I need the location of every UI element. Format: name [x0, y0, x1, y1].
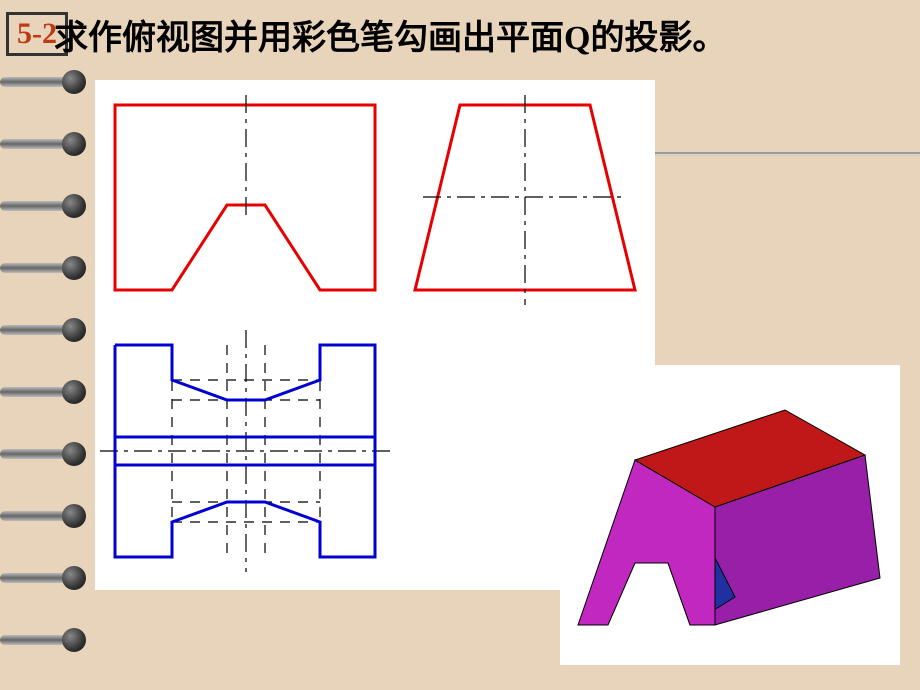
- title-Q: Q: [564, 20, 590, 57]
- problem-title: 求作俯视图并用彩色笔勾画出平面Q的投影。: [54, 10, 726, 59]
- problem-number: 5-2: [17, 17, 57, 50]
- isometric-panel: [560, 365, 900, 665]
- title-part1: 求作俯视图并用彩色笔勾画出平面: [54, 20, 564, 57]
- isometric-svg: [560, 365, 900, 665]
- spiral-binding: [0, 0, 90, 690]
- title-part2: 的投影。: [590, 20, 726, 57]
